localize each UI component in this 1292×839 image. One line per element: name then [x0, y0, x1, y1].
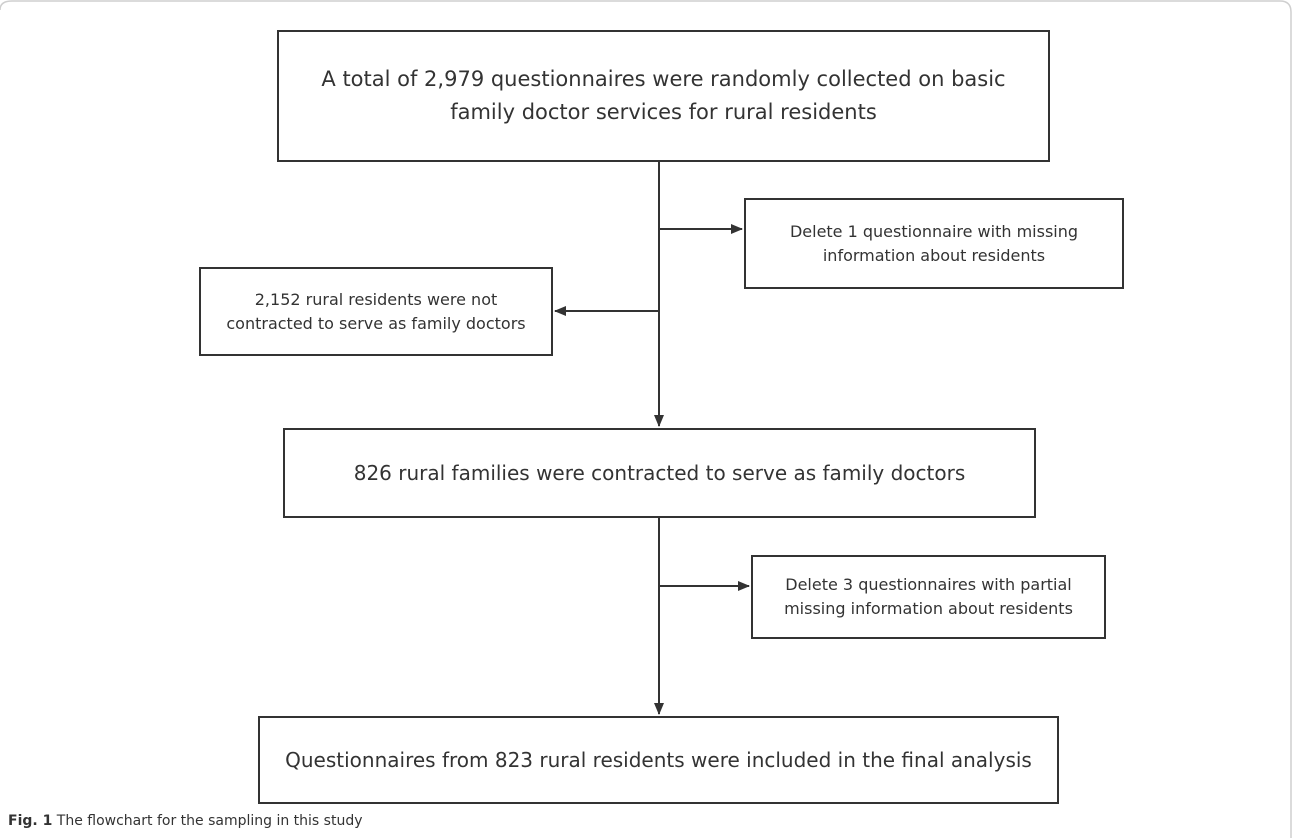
box-final-analysis-text: Questionnaires from 823 rural residents …	[285, 748, 1032, 772]
box-contracted-text: 826 rural families were contracted to se…	[353, 461, 966, 485]
box-exclusion-2: Delete 3 questionnaires with partial mis…	[751, 555, 1106, 639]
box-total-questionnaires-text: A total of 2,979 questionnaires were ran…	[321, 67, 1006, 124]
box-exclusion-1-text: Delete 1 questionnaire with missing info…	[789, 221, 1079, 265]
figure-caption-label: Fig. 1	[8, 813, 53, 829]
box-exclusion-2-text: Delete 3 questionnaires with partial mis…	[784, 575, 1073, 618]
box-exclusion-1: Delete 1 questionnaire with missing info…	[744, 198, 1124, 289]
box-final-analysis: Questionnaires from 823 rural residents …	[258, 716, 1059, 804]
box-not-contracted-text: 2,152 rural residents were not contracte…	[226, 289, 526, 333]
box-total-questionnaires: A total of 2,979 questionnaires were ran…	[277, 30, 1050, 162]
figure-caption-text: The flowchart for the sampling in this s…	[56, 813, 363, 829]
figure-caption: Fig. 1 The flowchart for the sampling in…	[8, 813, 363, 829]
box-contracted: 826 rural families were contracted to se…	[283, 428, 1036, 518]
box-not-contracted: 2,152 rural residents were not contracte…	[199, 267, 553, 356]
